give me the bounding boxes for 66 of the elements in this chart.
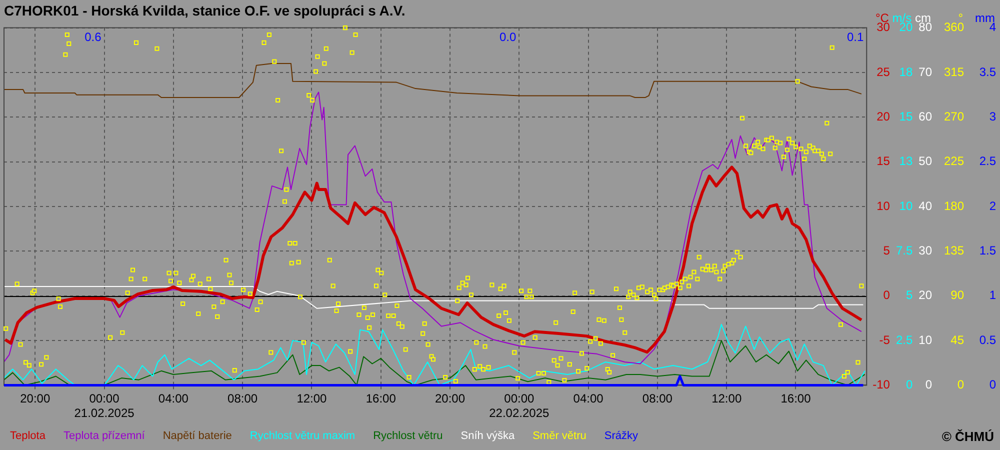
x-tick-label: 00:00 21.02.2025 — [74, 392, 135, 420]
x-tick-label: 08:00 — [228, 392, 258, 406]
chart-title: C7HORK01 - Horská Kvilda, stanice O.F. ve spolupráci s A.V. — [4, 2, 406, 18]
annotation: 0.6 — [84, 30, 102, 44]
y-tick-label: -5 — [879, 332, 890, 347]
y3-tick-label: 20 — [918, 288, 932, 302]
text: Rychlost větru maxim — [250, 430, 356, 442]
y-tick-label: 5 — [883, 243, 890, 258]
y-tick-label: 0 — [883, 288, 890, 302]
y2-tick-label: 7.5 — [896, 243, 913, 258]
x-tick-label: 00:00 22.02.2025 — [489, 392, 550, 420]
text: Teplota přízemní — [63, 430, 145, 442]
y-tick-label: 270 — [944, 109, 964, 124]
text: © ČHMÚ — [942, 428, 994, 444]
y-tick-label: 315 — [944, 64, 964, 79]
x-tick-label: 16:00 — [780, 392, 812, 406]
y-tick-label: 225 — [944, 154, 964, 168]
y2-tick-label: 15 — [899, 109, 913, 124]
y-tick-label: 0 — [989, 378, 996, 392]
text: Srážky — [604, 430, 638, 442]
y2-tick-label: 18 — [899, 64, 913, 79]
y3-tick-label: 70 — [918, 64, 932, 79]
x-tick-label: 12:00 — [712, 392, 742, 406]
y-tick-label: 45 — [950, 332, 964, 347]
x-tick-label: 12:00 — [296, 392, 328, 406]
y3-tick-label: 30 — [918, 243, 932, 258]
text: Směr větru — [532, 430, 586, 442]
y3-tick-label: 10 — [918, 332, 932, 347]
y3-tick-label: 60 — [918, 109, 932, 124]
y3-tick-label: 0 — [925, 378, 932, 392]
text: Sníh výška — [460, 430, 515, 442]
x-tick-label: 20:00 — [434, 392, 466, 406]
y2-tick-label: 10 — [899, 198, 913, 213]
annotation: 0.1 — [846, 30, 864, 44]
y-tick-label: 0.5 — [979, 332, 996, 347]
y-tick-label: 90 — [950, 288, 964, 302]
text: Teplota — [10, 430, 46, 442]
y2-tick-label: 5 — [906, 288, 913, 302]
y3-tick-label: 40 — [918, 198, 932, 213]
y3-tick-label: 50 — [918, 154, 932, 168]
y-tick-label: 2.5 — [979, 154, 996, 168]
y2-tick-label: 0 — [906, 378, 913, 392]
y-tick-label: -10 — [872, 378, 890, 392]
y-tick-label: 3 — [989, 109, 996, 124]
y-tick-label: 1.5 — [979, 243, 996, 258]
text: Rychlost větru — [373, 430, 443, 442]
y-tick-label: 135 — [944, 243, 964, 258]
y-tick-label: 2 — [989, 198, 996, 213]
text: Napětí baterie — [162, 430, 232, 442]
y2-tick-label: 13 — [899, 154, 913, 168]
y-tick-label: 180 — [944, 198, 964, 213]
y2-tick-label: 2.5 — [896, 332, 913, 347]
y-tick-label: 20 — [876, 109, 890, 124]
y-tick-label: 15 — [876, 154, 890, 168]
x-tick-label: 16:00 — [366, 392, 396, 406]
x-tick-label: 20:00 — [20, 392, 50, 406]
y-tick-label: 1 — [989, 288, 996, 302]
y-tick-label: 3.5 — [979, 64, 996, 79]
y-tick-label: 10 — [876, 198, 890, 213]
y-tick-label: 25 — [876, 64, 890, 79]
y-tick-label: 0 — [957, 378, 964, 392]
x-tick-label: 08:00 — [642, 392, 673, 406]
y-tick-label: 360 — [944, 20, 964, 34]
annotation: 0.0 — [499, 30, 516, 44]
x-tick-label: 04:00 — [573, 392, 604, 406]
x-tick-label: 04:00 — [158, 392, 189, 406]
